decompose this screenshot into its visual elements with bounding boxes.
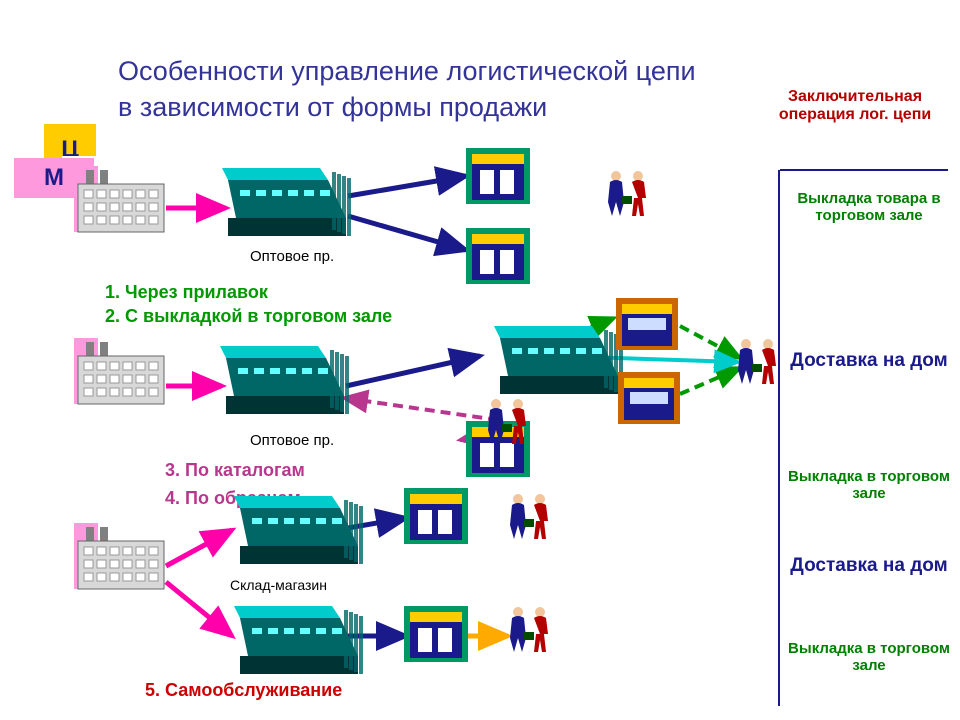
flow-label: Розница	[510, 370, 564, 386]
page-title-line2: в зависимости от формы продажи	[118, 92, 547, 123]
flow-label: Оптовое пр.	[250, 248, 334, 265]
sidebar-label: Выкладка в торговом зале	[788, 640, 950, 674]
sidebar-label: Доставка на дом	[788, 350, 950, 372]
sidebar-label: Выкладка в торговом зале	[788, 468, 950, 502]
accent-box-front: М	[14, 158, 94, 198]
flow-label: 3. По каталогам	[165, 460, 305, 481]
sidebar-label: Выкладка товара в торговом зале	[788, 190, 950, 224]
flow-label: 4. По образцам	[165, 488, 301, 509]
flow-label: 5. Самообслуживание	[145, 680, 342, 701]
flow-label: 2. С выкладкой в торговом зале	[105, 306, 392, 327]
diagram-canvas: { "title": { "line1": "Особенности управ…	[0, 0, 960, 720]
sidebar-label: Доставка на дом	[788, 555, 950, 577]
page-title-line1: Особенности управление логистической цеп…	[118, 56, 696, 87]
flow-label: Склад-магазин	[230, 577, 327, 593]
flow-label: 1. Через прилавок	[105, 282, 268, 303]
flow-label: Оптовое пр.	[250, 432, 334, 449]
sidebar-divider	[778, 170, 780, 706]
sidebar-title: Заключительная операция лог. цепи	[770, 88, 940, 124]
